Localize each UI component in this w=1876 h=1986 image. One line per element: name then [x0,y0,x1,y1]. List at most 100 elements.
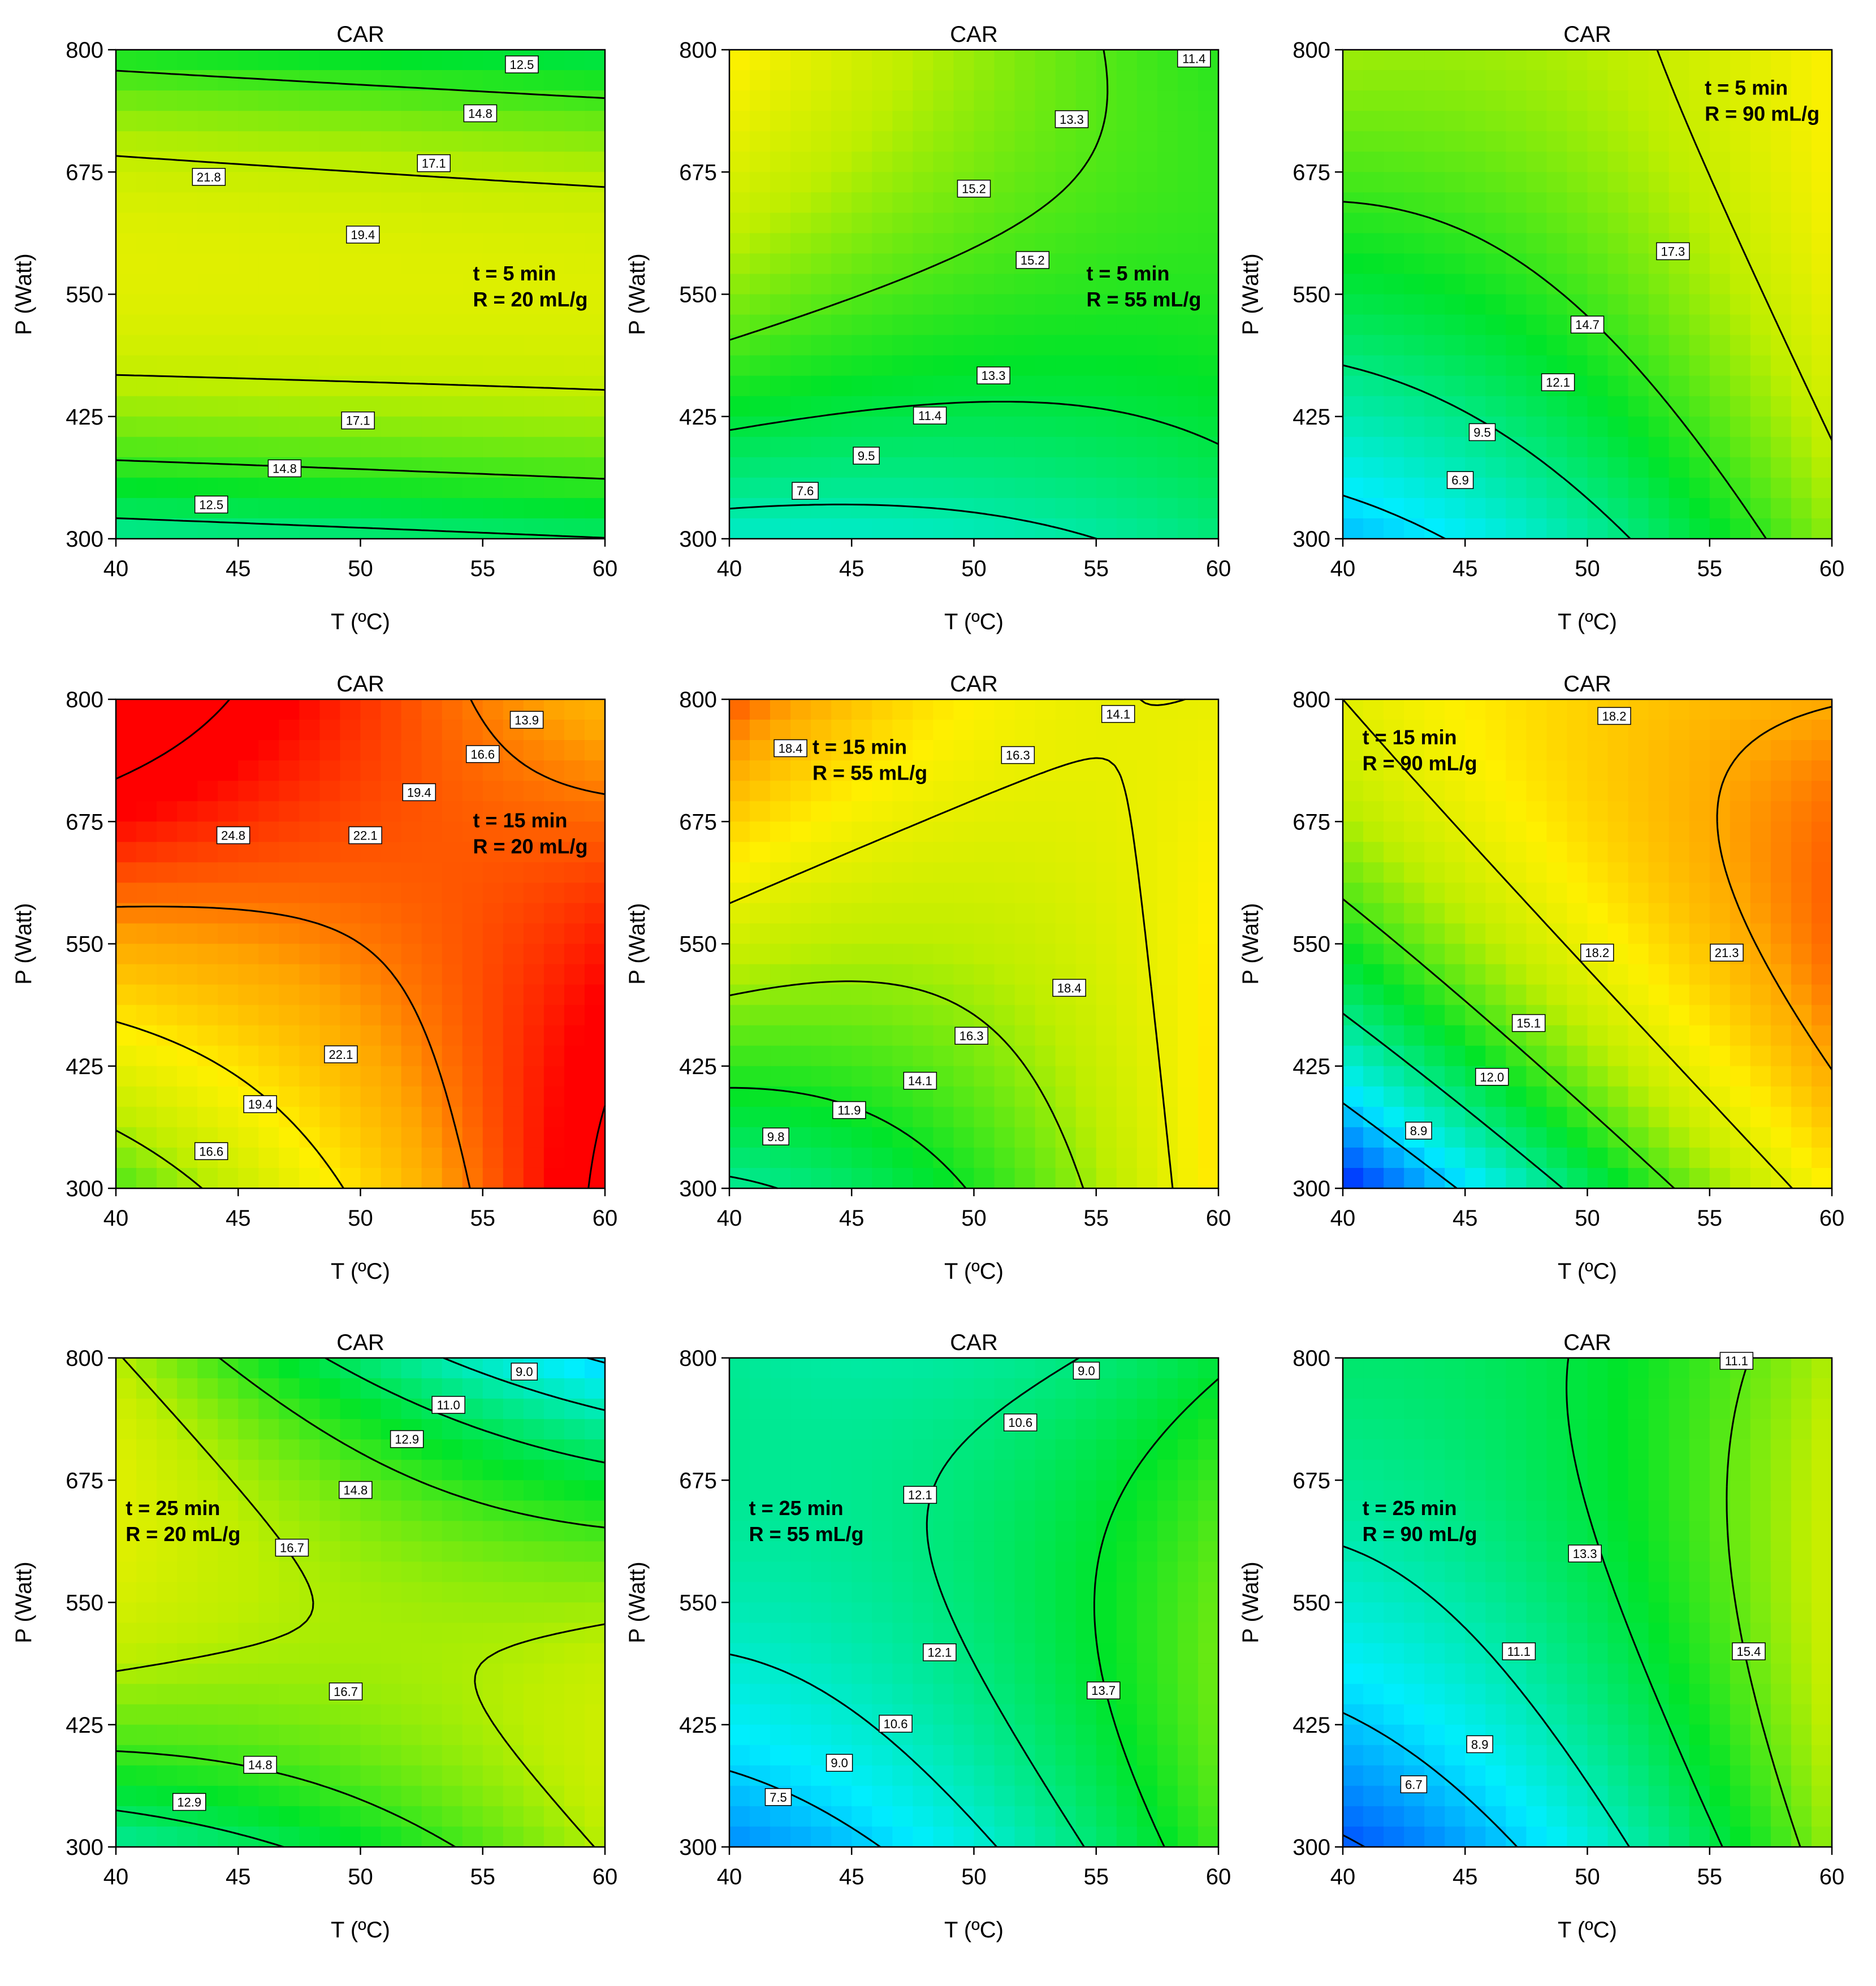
heatmap-cell [811,1005,832,1026]
heatmap-cell [136,396,157,417]
heatmap-cell [1526,477,1548,499]
heatmap-cell [851,1399,872,1420]
heatmap-cell [1607,70,1629,91]
heatmap-cell [523,152,544,172]
heatmap-cell [564,335,585,356]
heatmap-cell [770,1684,791,1705]
heatmap-cell [238,720,259,741]
heatmap-cell [811,314,832,336]
heatmap-cell [1363,416,1384,438]
heatmap-cell [729,842,750,863]
heatmap-cell [913,781,934,802]
heatmap-cell [1035,1765,1056,1786]
heatmap-cell [1730,760,1751,781]
contour-value-label: 18.4 [1057,981,1082,995]
heatmap-cell [442,192,463,213]
heatmap-cell [1811,903,1832,924]
heatmap-cell [831,253,852,275]
heatmap-cell [157,1561,178,1583]
heatmap-cell [1811,801,1832,822]
heatmap-cell [1116,862,1138,883]
heatmap-cell [157,355,178,377]
heatmap-cell [421,1806,443,1827]
heatmap-cell [1363,821,1384,842]
heatmap-cell [1075,1724,1097,1746]
heatmap-cell [1177,699,1199,720]
heatmap-cell [523,1622,544,1644]
heatmap-cell [258,1167,279,1189]
heatmap-cell [1424,192,1445,213]
heatmap-cell [299,1480,321,1501]
heatmap-cell [1465,70,1486,91]
heatmap-cell [953,90,975,111]
heatmap-cell [913,233,934,254]
heatmap-cell [892,497,913,519]
heatmap-cell [750,497,771,519]
heatmap-cell [790,1419,811,1440]
heatmap-cell [770,233,791,254]
heatmap-cell [872,1399,893,1420]
heatmap-cell [750,1399,771,1420]
heatmap-cell [1177,1663,1199,1685]
heatmap-cell [340,1643,361,1664]
heatmap-cell [258,416,279,438]
heatmap-cell [1506,90,1527,111]
heatmap-cell [1384,720,1404,741]
heatmap-cell [197,436,218,458]
heatmap-cell [442,1765,463,1786]
heatmap-cell [1791,1127,1812,1148]
heatmap-cell [503,497,524,519]
heatmap-cell [1363,50,1384,71]
heatmap-cell [1506,903,1527,924]
heatmap-cell [1116,1066,1138,1087]
heatmap-cell [750,335,771,356]
heatmap-cell [421,1602,443,1624]
heatmap-cell [1546,740,1568,761]
heatmap-cell [360,375,382,397]
heatmap-cell [1628,274,1649,295]
heatmap-cell [933,801,954,822]
heatmap-cell [238,457,259,478]
heatmap-cell [1668,294,1690,315]
heatmap-cell [218,1419,239,1440]
heatmap-cell [177,1622,198,1644]
contour-label-box [1001,746,1035,764]
time-annotation: t = 25 min [749,1496,844,1520]
heatmap-cell [401,1106,422,1128]
heatmap-cell [1343,70,1364,91]
heatmap-cell [503,1622,524,1644]
heatmap-cell [811,1663,832,1685]
heatmap-cell [442,111,463,132]
heatmap-cell [116,1480,137,1501]
heatmap-cell [994,720,1015,741]
heatmap-cell [1157,90,1178,111]
heatmap-cell [421,375,443,397]
heatmap-cell [1157,1582,1178,1603]
heatmap-cell [831,801,852,822]
heatmap-cell [851,1704,872,1725]
heatmap-cell [442,1521,463,1542]
heatmap-cell [1014,1582,1036,1603]
heatmap-cell [1177,457,1199,478]
heatmap-cell [1567,862,1588,883]
heatmap-cell [1730,720,1751,741]
heatmap-cell [1424,233,1445,254]
y-tick-label: 800 [66,38,103,63]
heatmap-cell [177,1663,198,1685]
heatmap-cell [1730,416,1751,438]
heatmap-cell [851,842,872,863]
heatmap-cell [381,152,402,172]
heatmap-cell [1689,984,1710,1006]
x-tick-label: 60 [1206,556,1231,581]
heatmap-cell [831,1147,852,1169]
heatmap-cell [1567,70,1588,91]
heatmap-cell [1055,90,1077,111]
heatmap-cell [543,1541,565,1563]
heatmap-cell [729,1785,750,1807]
contour-label-box [1475,1068,1509,1086]
heatmap-cell [1485,1106,1506,1128]
heatmap-cell [750,233,771,254]
heatmap-cell [319,131,341,152]
heatmap-cell [1648,1045,1670,1067]
heatmap-cell [401,294,422,315]
